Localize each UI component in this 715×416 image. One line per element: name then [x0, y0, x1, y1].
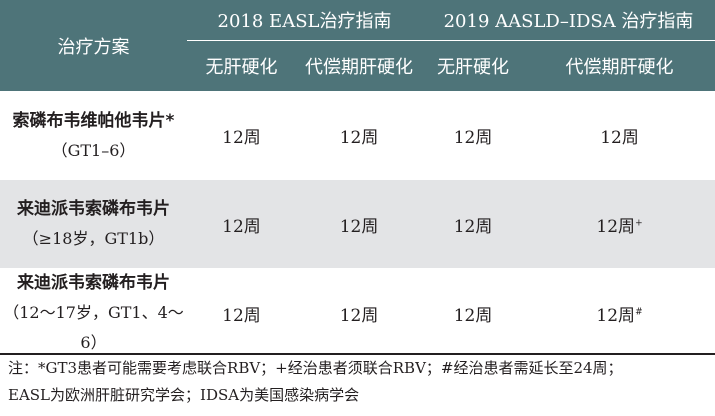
header-guideline-easl: 2018 EASL治疗指南 [187, 0, 423, 41]
regimen-cell: 索磷布韦维帕他韦片* （GT1–6） [0, 91, 187, 180]
table-bottom-rule [0, 353, 715, 355]
regimen-cell: 来迪派韦索磷布韦片 （≥18岁，GT1b） [0, 180, 187, 268]
footnote-line: EASL为欧洲肝脏研究学会；IDSA为美国感染病学会 [8, 386, 360, 404]
duration-value: 12周 [600, 128, 639, 148]
table-row: 索磷布韦维帕他韦片* （GT1–6） 12周 12周 12周 12周 [0, 91, 715, 180]
regimen-name: 来迪派韦索磷布韦片 [17, 199, 170, 219]
header-sub-compensated-aasld: 代偿期肝硬化 [524, 40, 715, 91]
duration-cell: 12周 [422, 180, 525, 268]
duration-cell: 12周 [422, 268, 525, 358]
duration-cell: 12周# [524, 268, 715, 358]
header-sub-no-cirrhosis-aasld: 无肝硬化 [422, 40, 525, 91]
treatment-duration-table: 治疗方案 2018 EASL治疗指南 2019 AASLD–IDSA 治疗指南 … [0, 0, 715, 358]
header-guideline-aasld: 2019 AASLD–IDSA 治疗指南 [422, 0, 715, 41]
header-sub-no-cirrhosis-easl: 无肝硬化 [187, 40, 296, 91]
regimen-name: 来迪派韦索磷布韦片 [17, 273, 170, 293]
regimen-scope: （GT1–6） [51, 140, 136, 160]
duration-cell: 12周 [296, 180, 423, 268]
table-footnotes: 注：*GT3患者可能需要考虑联合RBV；+经治患者须联合RBV；#经治患者需延长… [8, 355, 711, 409]
table-row: 来迪派韦索磷布韦片 （≥18岁，GT1b） 12周 12周 12周 12周+ [0, 180, 715, 268]
duration-value: 12周 [596, 216, 636, 237]
duration-cell: 12周+ [524, 180, 715, 268]
duration-cell: 12周 [187, 180, 296, 268]
footnote-line: 注：*GT3患者可能需要考虑联合RBV；+经治患者须联合RBV；#经治患者需延长… [8, 359, 623, 377]
regimen-cell: 来迪派韦索磷布韦片 （12～17岁，GT1、4～6） [0, 268, 187, 358]
duration-cell: 12周 [422, 91, 525, 180]
duration-cell: 12周 [296, 91, 423, 180]
regimen-scope: （12～17岁，GT1、4～6） [3, 303, 184, 352]
footnote-mark: # [635, 306, 643, 317]
duration-value: 12周 [596, 305, 636, 326]
table-row: 来迪派韦索磷布韦片 （12～17岁，GT1、4～6） 12周 12周 12周 1… [0, 268, 715, 358]
header-sub-compensated-easl: 代偿期肝硬化 [296, 40, 423, 91]
regimen-name: 索磷布韦维帕他韦片* [12, 110, 175, 131]
treatment-table-container: 治疗方案 2018 EASL治疗指南 2019 AASLD–IDSA 治疗指南 … [0, 0, 715, 358]
duration-cell: 12周 [187, 268, 296, 358]
table-header: 治疗方案 2018 EASL治疗指南 2019 AASLD–IDSA 治疗指南 … [0, 0, 715, 91]
duration-cell: 12周 [296, 268, 423, 358]
footnote-mark: + [635, 217, 643, 228]
duration-cell: 12周 [187, 91, 296, 180]
regimen-scope: （≥18岁，GT1b） [22, 229, 165, 248]
table-body: 索磷布韦维帕他韦片* （GT1–6） 12周 12周 12周 12周 来迪派韦索… [0, 91, 715, 358]
duration-cell: 12周 [524, 91, 715, 180]
header-regimen: 治疗方案 [0, 0, 187, 91]
